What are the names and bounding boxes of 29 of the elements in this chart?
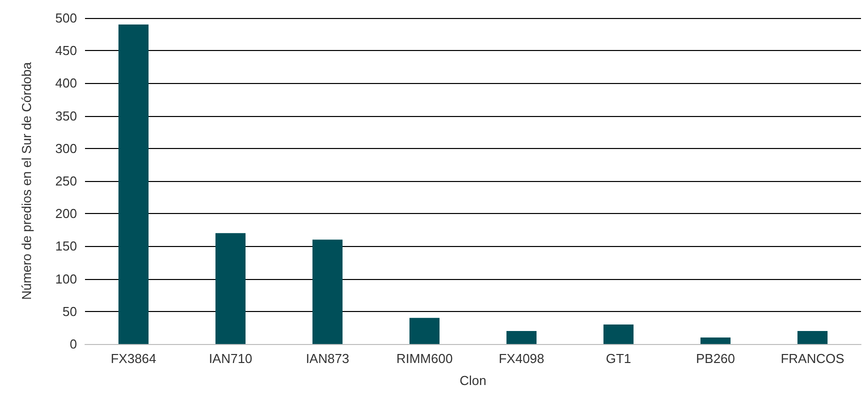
x-tick-label: FRANCOS <box>780 351 845 366</box>
y-tick-label: 200 <box>55 206 77 222</box>
y-tick-label: 150 <box>55 238 77 254</box>
y-tick-label: 0 <box>70 336 77 352</box>
y-axis-title: Número de predios en el Sur de Córdoba <box>19 61 34 300</box>
bar <box>700 337 731 344</box>
y-tick-label: 350 <box>55 108 77 124</box>
x-tick-label: IAN873 <box>306 351 350 366</box>
bar <box>409 318 440 344</box>
x-tick-label: GT1 <box>606 351 632 366</box>
x-axis-title: Clon <box>460 373 486 388</box>
y-tick-label: 300 <box>55 140 77 156</box>
y-tick-label: 400 <box>55 76 77 91</box>
y-tick-label: 250 <box>55 174 77 188</box>
bar <box>215 233 246 344</box>
bar <box>603 324 634 344</box>
bar <box>797 330 828 344</box>
y-tick-label: 450 <box>55 43 77 58</box>
y-tick-label: 50 <box>62 304 77 319</box>
y-tick-label: 100 <box>55 271 77 286</box>
bar <box>312 240 343 344</box>
x-tick-label: RIMM600 <box>396 351 453 366</box>
bar <box>118 24 149 344</box>
x-tick-label: PB260 <box>696 351 736 366</box>
bar <box>506 330 537 344</box>
y-tick-label: 500 <box>55 10 77 26</box>
x-tick-label: FX4098 <box>498 351 544 366</box>
x-tick-label: IAN710 <box>208 351 252 366</box>
x-tick-label: FX3864 <box>110 351 156 366</box>
